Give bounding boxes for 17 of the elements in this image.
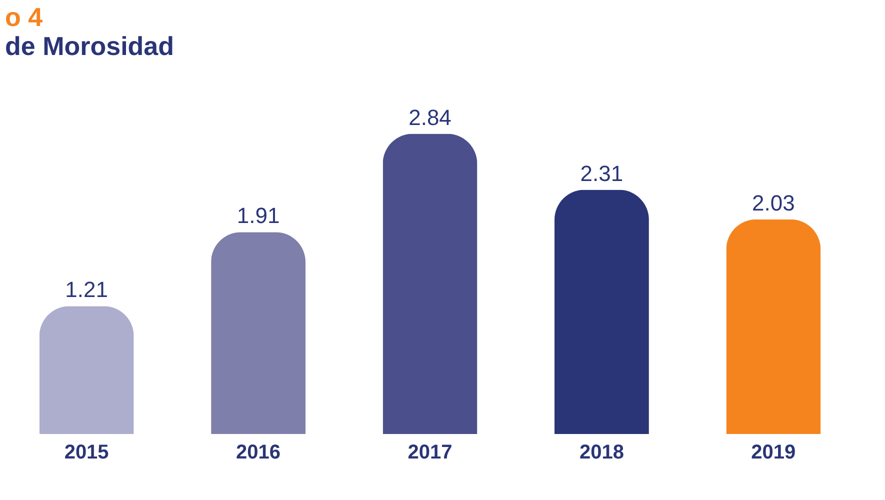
data-label: 2.84: [408, 104, 452, 130]
x-tick-label: 2018: [579, 442, 624, 464]
x-tick-label: 2016: [236, 442, 281, 464]
bar: [39, 306, 134, 434]
data-label: 2.31: [580, 160, 624, 186]
bar: [726, 219, 821, 434]
bar: [554, 190, 649, 434]
data-label: 1.91: [236, 203, 280, 228]
chart-title: o 4: [5, 2, 44, 32]
data-label: 2.03: [752, 190, 795, 216]
data-label: 1.21: [65, 277, 108, 302]
bar: [211, 232, 306, 434]
x-tick-label: 2015: [64, 442, 109, 464]
chart-subtitle: de Morosidad: [5, 31, 174, 61]
x-tick-label: 2019: [751, 442, 796, 464]
bar: [382, 134, 478, 434]
x-tick-label: 2017: [408, 442, 452, 464]
